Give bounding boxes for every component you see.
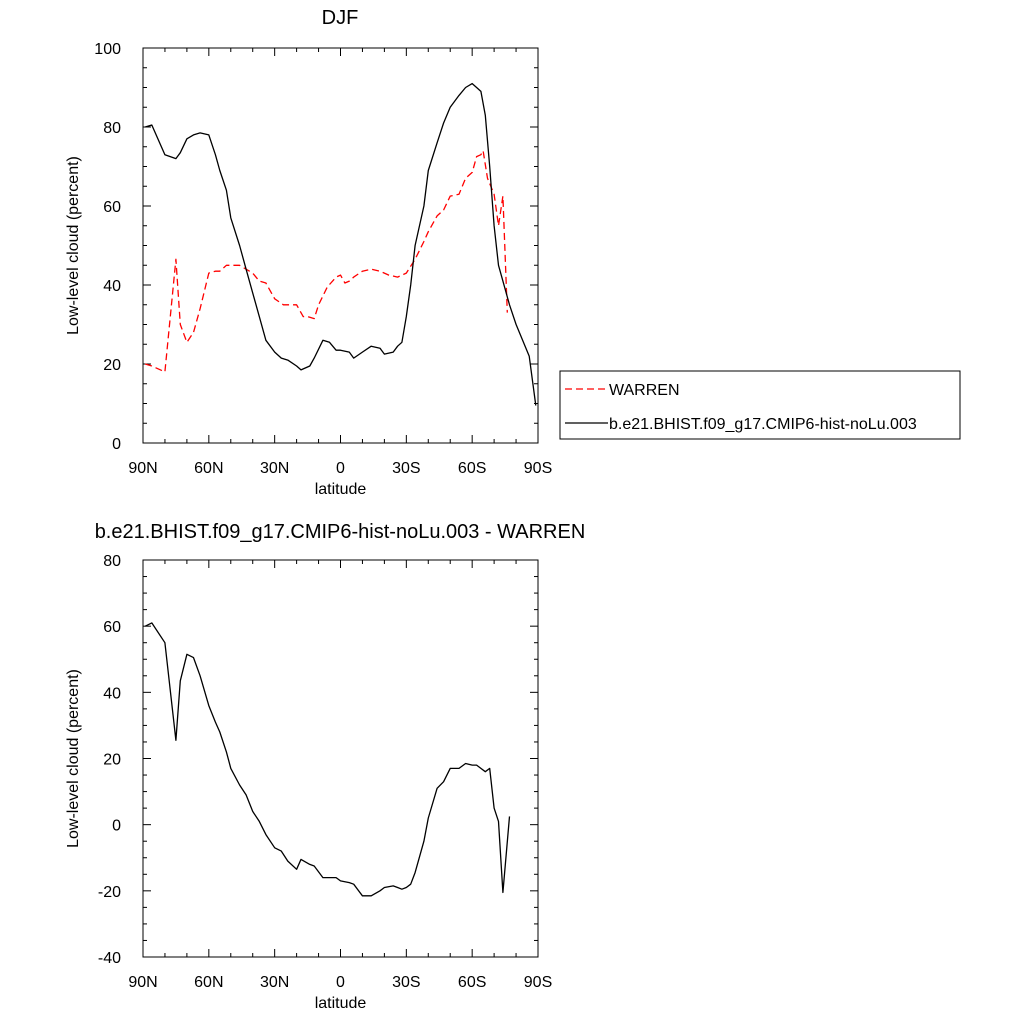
x-tick-label: 30S bbox=[392, 460, 420, 477]
y-tick-label: 20 bbox=[103, 752, 121, 769]
series-line-0 bbox=[145, 150, 508, 373]
x-tick-label: 0 bbox=[336, 974, 345, 991]
x-tick-label: 90S bbox=[524, 460, 552, 477]
x-tick-label: 90N bbox=[128, 460, 157, 477]
y-tick-label: -20 bbox=[98, 884, 121, 901]
x-axis-label: latitude bbox=[315, 481, 367, 498]
x-tick-label: 0 bbox=[336, 460, 345, 477]
panel-bottom-difference-chart: 90N 60N 30N 0 30S 60S 90S -40 -20 0 20 40 60 80 b.e21.… bbox=[65, 521, 585, 1012]
panel-top-line-chart: 90N 60N 30N 0 30S 60S 90S 0 20 40 60 80 100 DJF latitu… bbox=[65, 7, 552, 498]
x-tick-label: 60S bbox=[458, 974, 486, 991]
legend-entry-label: WARREN bbox=[609, 382, 680, 399]
series-line-0 bbox=[144, 622, 511, 897]
x-axis-label: latitude bbox=[315, 995, 367, 1012]
y-tick-label: 0 bbox=[112, 818, 121, 835]
chart-title: DJF bbox=[322, 7, 359, 29]
legend-entry-label: b.e21.BHIST.f09_g17.CMIP6-hist-noLu.003 bbox=[609, 416, 917, 433]
chart-title: b.e21.BHIST.f09_g17.CMIP6-hist-noLu.003 … bbox=[95, 521, 586, 543]
legend-box bbox=[559, 370, 961, 440]
y-tick-label: 80 bbox=[103, 553, 121, 570]
y-tick-label: -40 bbox=[98, 950, 121, 967]
legend: WARREN b.e21.BHIST.f09_g17.CMIP6-hist-noL… bbox=[559, 370, 961, 440]
y-tick-label: 40 bbox=[103, 685, 121, 702]
y-axis-label: Low-level cloud (percent) bbox=[65, 156, 82, 335]
y-tick-label: 60 bbox=[103, 619, 121, 636]
x-tick-label: 30N bbox=[260, 974, 289, 991]
y-tick-label: 20 bbox=[103, 357, 121, 374]
y-tick-label: 80 bbox=[103, 120, 121, 137]
plot-frame bbox=[142, 559, 539, 958]
x-tick-label: 60N bbox=[194, 460, 223, 477]
x-tick-label: 60N bbox=[194, 974, 223, 991]
y-axis-label: Low-level cloud (percent) bbox=[65, 669, 82, 848]
series-line-1 bbox=[145, 82, 537, 406]
x-tick-label: 30N bbox=[260, 460, 289, 477]
y-tick-label: 100 bbox=[94, 41, 121, 58]
x-tick-label: 60S bbox=[458, 460, 486, 477]
x-tick-label: 30S bbox=[392, 974, 420, 991]
y-tick-label: 40 bbox=[103, 278, 121, 295]
y-tick-label: 60 bbox=[103, 199, 121, 216]
x-tick-label: 90N bbox=[128, 974, 157, 991]
y-tick-label: 0 bbox=[112, 436, 121, 453]
plot-frame bbox=[142, 47, 539, 444]
x-tick-label: 90S bbox=[524, 974, 552, 991]
